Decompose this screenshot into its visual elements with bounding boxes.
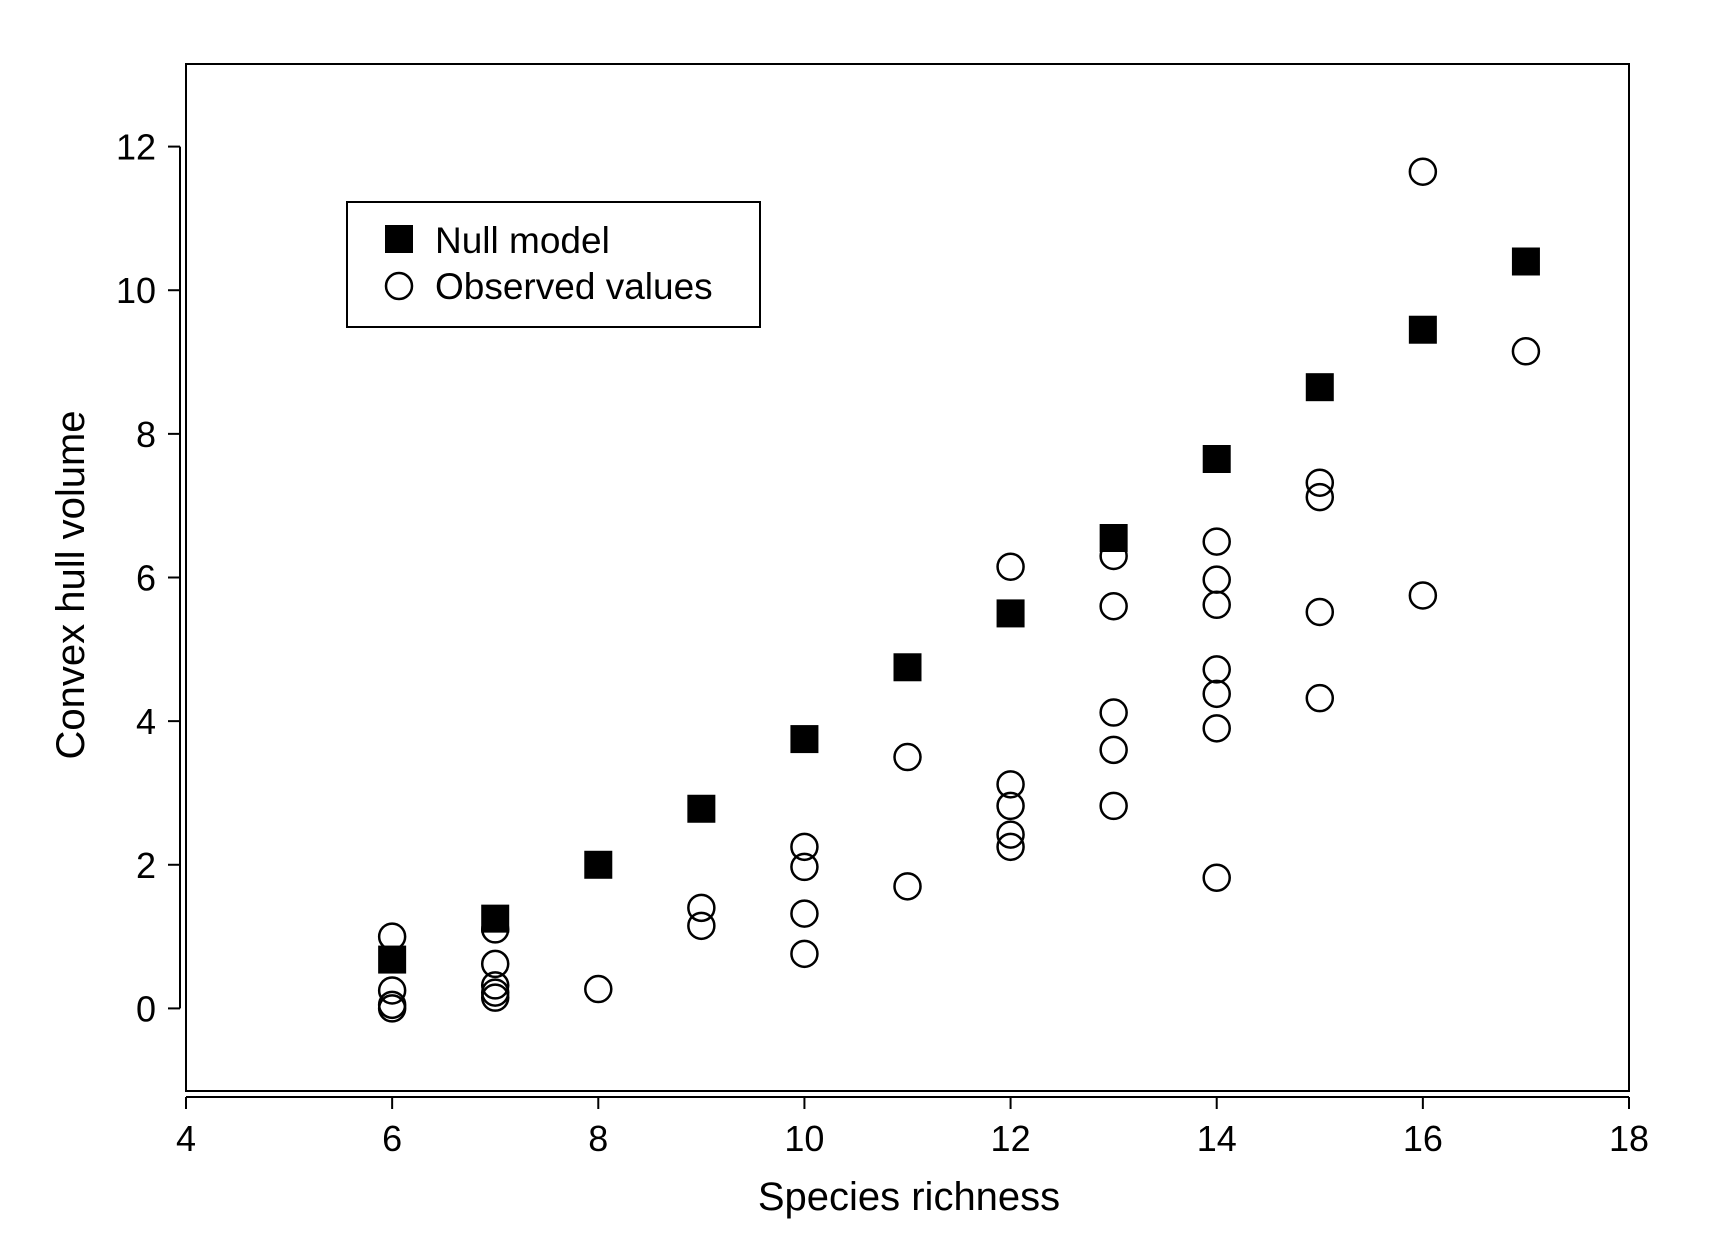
legend-label-null-model: Null model	[435, 220, 610, 261]
y-axis: 0 2 4 6 8 10 12	[116, 127, 181, 1029]
observed-value-point	[1099, 698, 1128, 727]
observed-value-point	[996, 552, 1025, 581]
observed-value-point	[996, 832, 1025, 862]
observed-value-point	[1202, 590, 1231, 620]
y-tick-label: 0	[136, 988, 156, 1029]
null-model-point	[1202, 445, 1231, 473]
observed-value-point	[377, 922, 407, 951]
observed-value-point	[480, 949, 510, 979]
observed-value-point	[790, 939, 819, 969]
observed-value-point	[1099, 791, 1128, 821]
observed-value-point	[1305, 482, 1335, 512]
observed-value-point	[377, 994, 407, 1023]
x-axis-label: Species richness	[758, 1175, 1060, 1219]
observed-value-point	[1511, 337, 1541, 366]
observed-value-point	[1099, 735, 1128, 765]
null-model-point	[1408, 315, 1437, 344]
x-axis: 4 6 8 10 12 14 16 18	[176, 1096, 1649, 1159]
observed-value-point	[1305, 597, 1335, 627]
y-tick-label: 4	[136, 701, 156, 742]
plot-frame	[185, 63, 1630, 1092]
observed-value-point	[480, 983, 510, 1012]
null-model-point	[584, 850, 613, 879]
observed-value-point	[377, 976, 407, 1005]
observed-value-point	[687, 893, 716, 923]
y-axis-label: Convex hull volume	[49, 410, 93, 759]
y-tick-label: 2	[136, 845, 156, 886]
observed-value-point	[1305, 683, 1335, 713]
y-tick-label: 10	[116, 270, 156, 311]
legend-label-observed-values: Observed values	[435, 266, 713, 307]
observed-value-point	[1099, 541, 1128, 571]
observed-value-point	[1305, 468, 1335, 497]
observed-value-point	[1202, 714, 1231, 743]
observed-values-legend-marker	[384, 271, 414, 301]
observed-value-point	[790, 852, 819, 882]
observed-value-point	[584, 974, 613, 1004]
x-tick-label: 14	[1197, 1118, 1237, 1159]
observed-value-point	[790, 899, 819, 928]
observed-value-point	[480, 971, 510, 1000]
y-tick-label: 6	[136, 558, 156, 599]
observed-value-point	[1202, 527, 1231, 556]
null-model-point	[1305, 373, 1334, 402]
x-tick-label: 8	[588, 1118, 608, 1159]
y-tick-label: 12	[116, 127, 156, 168]
observed-value-point	[996, 770, 1025, 799]
observed-value-point	[1202, 565, 1231, 594]
observed-value-point	[1099, 591, 1128, 621]
observed-value-point	[1202, 863, 1231, 892]
x-tick-label: 12	[991, 1118, 1031, 1159]
null-model-legend-marker	[385, 225, 413, 253]
null-model-point	[893, 653, 922, 682]
null-model-point	[790, 725, 819, 754]
observed-value-point	[893, 742, 922, 772]
observed-value-point	[1408, 157, 1438, 186]
x-tick-label: 16	[1403, 1118, 1443, 1159]
null-model-point	[687, 794, 716, 823]
observed-value-point	[996, 820, 1025, 849]
legend-box	[346, 201, 761, 328]
observed-value-point	[1408, 581, 1438, 610]
observed-value-point	[996, 791, 1025, 821]
data-points	[377, 157, 1541, 1023]
null-model-point	[996, 599, 1025, 628]
x-tick-label: 4	[176, 1118, 196, 1159]
x-tick-label: 18	[1609, 1118, 1649, 1159]
observed-value-point	[687, 911, 716, 941]
x-tick-label: 6	[382, 1118, 402, 1159]
null-model-point	[1511, 247, 1540, 276]
observed-value-point	[1202, 655, 1231, 684]
null-model-point	[481, 904, 510, 933]
observed-value-point	[1202, 679, 1231, 709]
observed-value-point	[790, 832, 819, 862]
legend: Null model Observed values	[346, 201, 761, 328]
observed-value-point	[480, 915, 510, 944]
x-tick-label: 10	[784, 1118, 824, 1159]
y-tick-label: 8	[136, 414, 156, 455]
observed-value-point	[893, 872, 922, 901]
